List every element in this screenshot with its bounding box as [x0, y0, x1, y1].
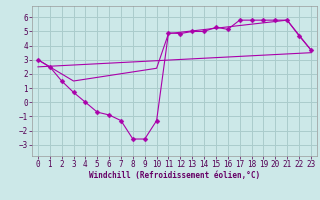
X-axis label: Windchill (Refroidissement éolien,°C): Windchill (Refroidissement éolien,°C) [89, 171, 260, 180]
